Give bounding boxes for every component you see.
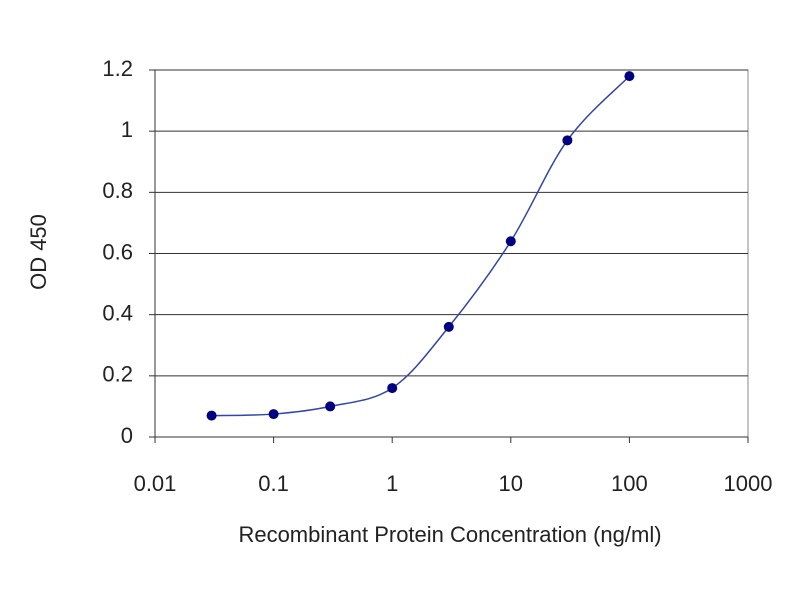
x-axis-label: Recombinant Protein Concentration (ng/ml… — [238, 522, 661, 547]
x-tick-label: 1000 — [724, 471, 773, 496]
y-tick-label: 1.2 — [102, 56, 133, 81]
y-tick-label: 0.8 — [102, 178, 133, 203]
y-tick-label: 0.4 — [102, 300, 133, 325]
x-tick-label: 0.1 — [258, 471, 289, 496]
data-point — [562, 135, 573, 146]
y-tick-label: 0 — [121, 423, 133, 448]
x-tick-label: 0.01 — [134, 471, 177, 496]
data-point — [325, 401, 336, 412]
x-tick-label: 100 — [611, 471, 648, 496]
y-tick-label: 0.6 — [102, 239, 133, 264]
series-line — [211, 75, 630, 417]
y-tick-label: 1 — [121, 117, 133, 142]
data-point — [624, 71, 635, 82]
data-point — [443, 321, 454, 332]
x-tick-label: 10 — [499, 471, 523, 496]
data-point — [206, 410, 217, 421]
data-point — [505, 236, 516, 247]
data-point — [268, 409, 279, 420]
y-axis-label: OD 450 — [26, 214, 51, 290]
x-tick-label: 1 — [386, 471, 398, 496]
data-point — [387, 383, 398, 394]
y-tick-label: 0.2 — [102, 362, 133, 387]
